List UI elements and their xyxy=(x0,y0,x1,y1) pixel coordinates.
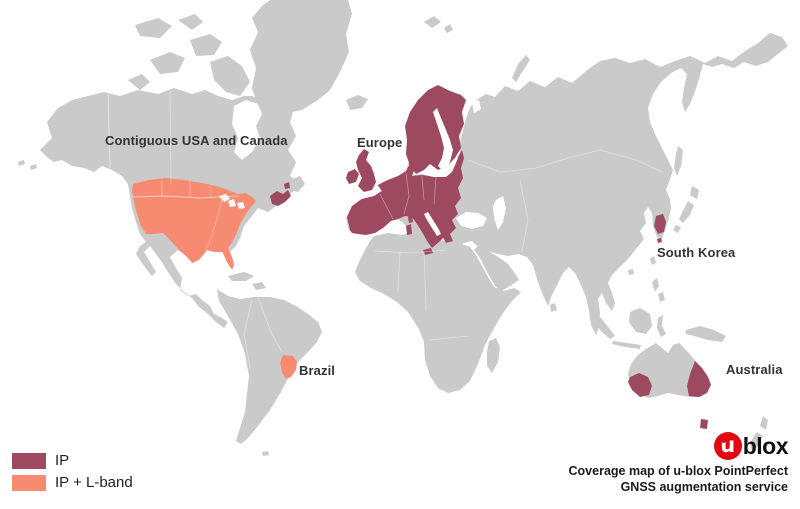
region-brazil-lband xyxy=(280,355,297,379)
white-sea xyxy=(472,100,481,113)
landmass-iceland xyxy=(346,95,368,110)
landmass-taiwan xyxy=(650,256,656,265)
legend-swatch-ip-lband xyxy=(12,474,46,491)
landmass-hispaniola xyxy=(252,282,266,290)
landmass-honshu xyxy=(679,201,694,223)
landmass-borneo xyxy=(629,308,652,334)
landmass-madagascar xyxy=(487,338,500,373)
great-lake xyxy=(228,199,236,207)
landmass-new-zealand-south xyxy=(750,432,763,450)
label-contiguous-usa-and-canada: Contiguous USA and Canada xyxy=(105,133,288,148)
landmass-south-america xyxy=(217,289,322,444)
landmass-svalbard xyxy=(444,24,453,33)
landmass-new-zealand-north xyxy=(760,416,768,430)
legend-label-ip: IP xyxy=(55,452,70,469)
region-south-korea-ip xyxy=(654,214,666,234)
sea-of-okhotsk xyxy=(649,84,680,146)
landmass-kyushu xyxy=(673,225,681,233)
landmass-sumatra xyxy=(589,310,615,339)
black-sea xyxy=(456,212,487,229)
logo-dot-icon xyxy=(720,438,726,443)
landmass-arctic-island xyxy=(190,34,222,56)
legend-item-ip-lband: IP + L-band xyxy=(12,474,133,491)
label-south-korea: South Korea xyxy=(657,245,736,260)
great-lake xyxy=(219,194,230,202)
landmass-newfoundland xyxy=(290,176,305,192)
landmass-cuba xyxy=(228,272,254,281)
region-australia-southwest-ip xyxy=(628,373,652,397)
region-tasmania-ip xyxy=(700,419,708,429)
landmass-svalbard xyxy=(424,16,441,28)
landmass-philippines xyxy=(658,292,665,302)
landmass-sri-lanka xyxy=(550,303,557,312)
legend-swatch-ip xyxy=(12,452,46,469)
region-sardinia-ip xyxy=(406,224,412,235)
region-jeju-ip xyxy=(657,238,662,243)
region-great-britain-ip xyxy=(356,149,376,192)
ublox-logo: u blox xyxy=(569,432,789,460)
region-corsica-ip xyxy=(408,215,413,223)
logo-u-glyph: u xyxy=(720,433,736,457)
region-nova-scotia-ip xyxy=(284,182,290,189)
landmass-arctic-island xyxy=(178,14,203,30)
landmass-new-guinea xyxy=(686,326,726,342)
legend-label-ip-lband: IP + L-band xyxy=(55,474,133,491)
border-lines xyxy=(107,89,663,369)
caspian-sea xyxy=(493,196,506,230)
landmass-greenland xyxy=(250,0,352,113)
region-australia-southeast-ip xyxy=(687,361,711,397)
map-caption: Coverage map of u-blox PointPerfect GNSS… xyxy=(569,463,788,495)
landmass-arctic-island xyxy=(135,18,172,38)
landmass-aleutian-island xyxy=(30,164,37,170)
legend: IP IP + L-band xyxy=(12,452,133,491)
baltic-sea xyxy=(433,108,453,172)
region-ireland-ip xyxy=(346,169,359,184)
landmass-falklands xyxy=(262,451,269,456)
landmass-africa xyxy=(355,232,521,393)
label-brazil: Brazil xyxy=(299,363,336,378)
landmass-arabia xyxy=(474,246,519,292)
region-nova-scotia-ip xyxy=(270,190,291,206)
landmass-baffin-island xyxy=(210,56,250,96)
label-australia: Australia xyxy=(726,362,783,377)
landmass-java xyxy=(612,341,641,349)
landmass-hokkaido xyxy=(690,186,699,199)
caption-line-1: Coverage map of u-blox PointPerfect xyxy=(568,464,788,478)
landmass-eurasia xyxy=(346,33,788,335)
hudson-bay xyxy=(232,100,262,160)
branding-block: u blox Coverage map of u-blox PointPerfe… xyxy=(569,432,789,495)
ublox-logo-icon: u xyxy=(713,432,742,460)
landmass-sulawesi xyxy=(657,315,666,337)
adriatic-sea xyxy=(424,212,441,236)
landmass-arctic-island xyxy=(128,74,150,90)
great-lake xyxy=(237,202,245,209)
landmass-arctic-island xyxy=(150,52,185,74)
landmass-sakhalin xyxy=(674,146,683,176)
caption-line-2: GNSS augmentation service xyxy=(620,480,788,494)
legend-item-ip: IP xyxy=(12,452,133,469)
landmass-philippines xyxy=(652,278,659,292)
logo-wordmark: blox xyxy=(742,432,789,459)
landmass-novaya-zemlya xyxy=(512,55,530,82)
landmass-hainan xyxy=(628,269,634,275)
landmass-aleutian-island xyxy=(18,160,25,166)
label-europe: Europe xyxy=(357,135,403,150)
region-sicily-ip xyxy=(423,248,433,255)
